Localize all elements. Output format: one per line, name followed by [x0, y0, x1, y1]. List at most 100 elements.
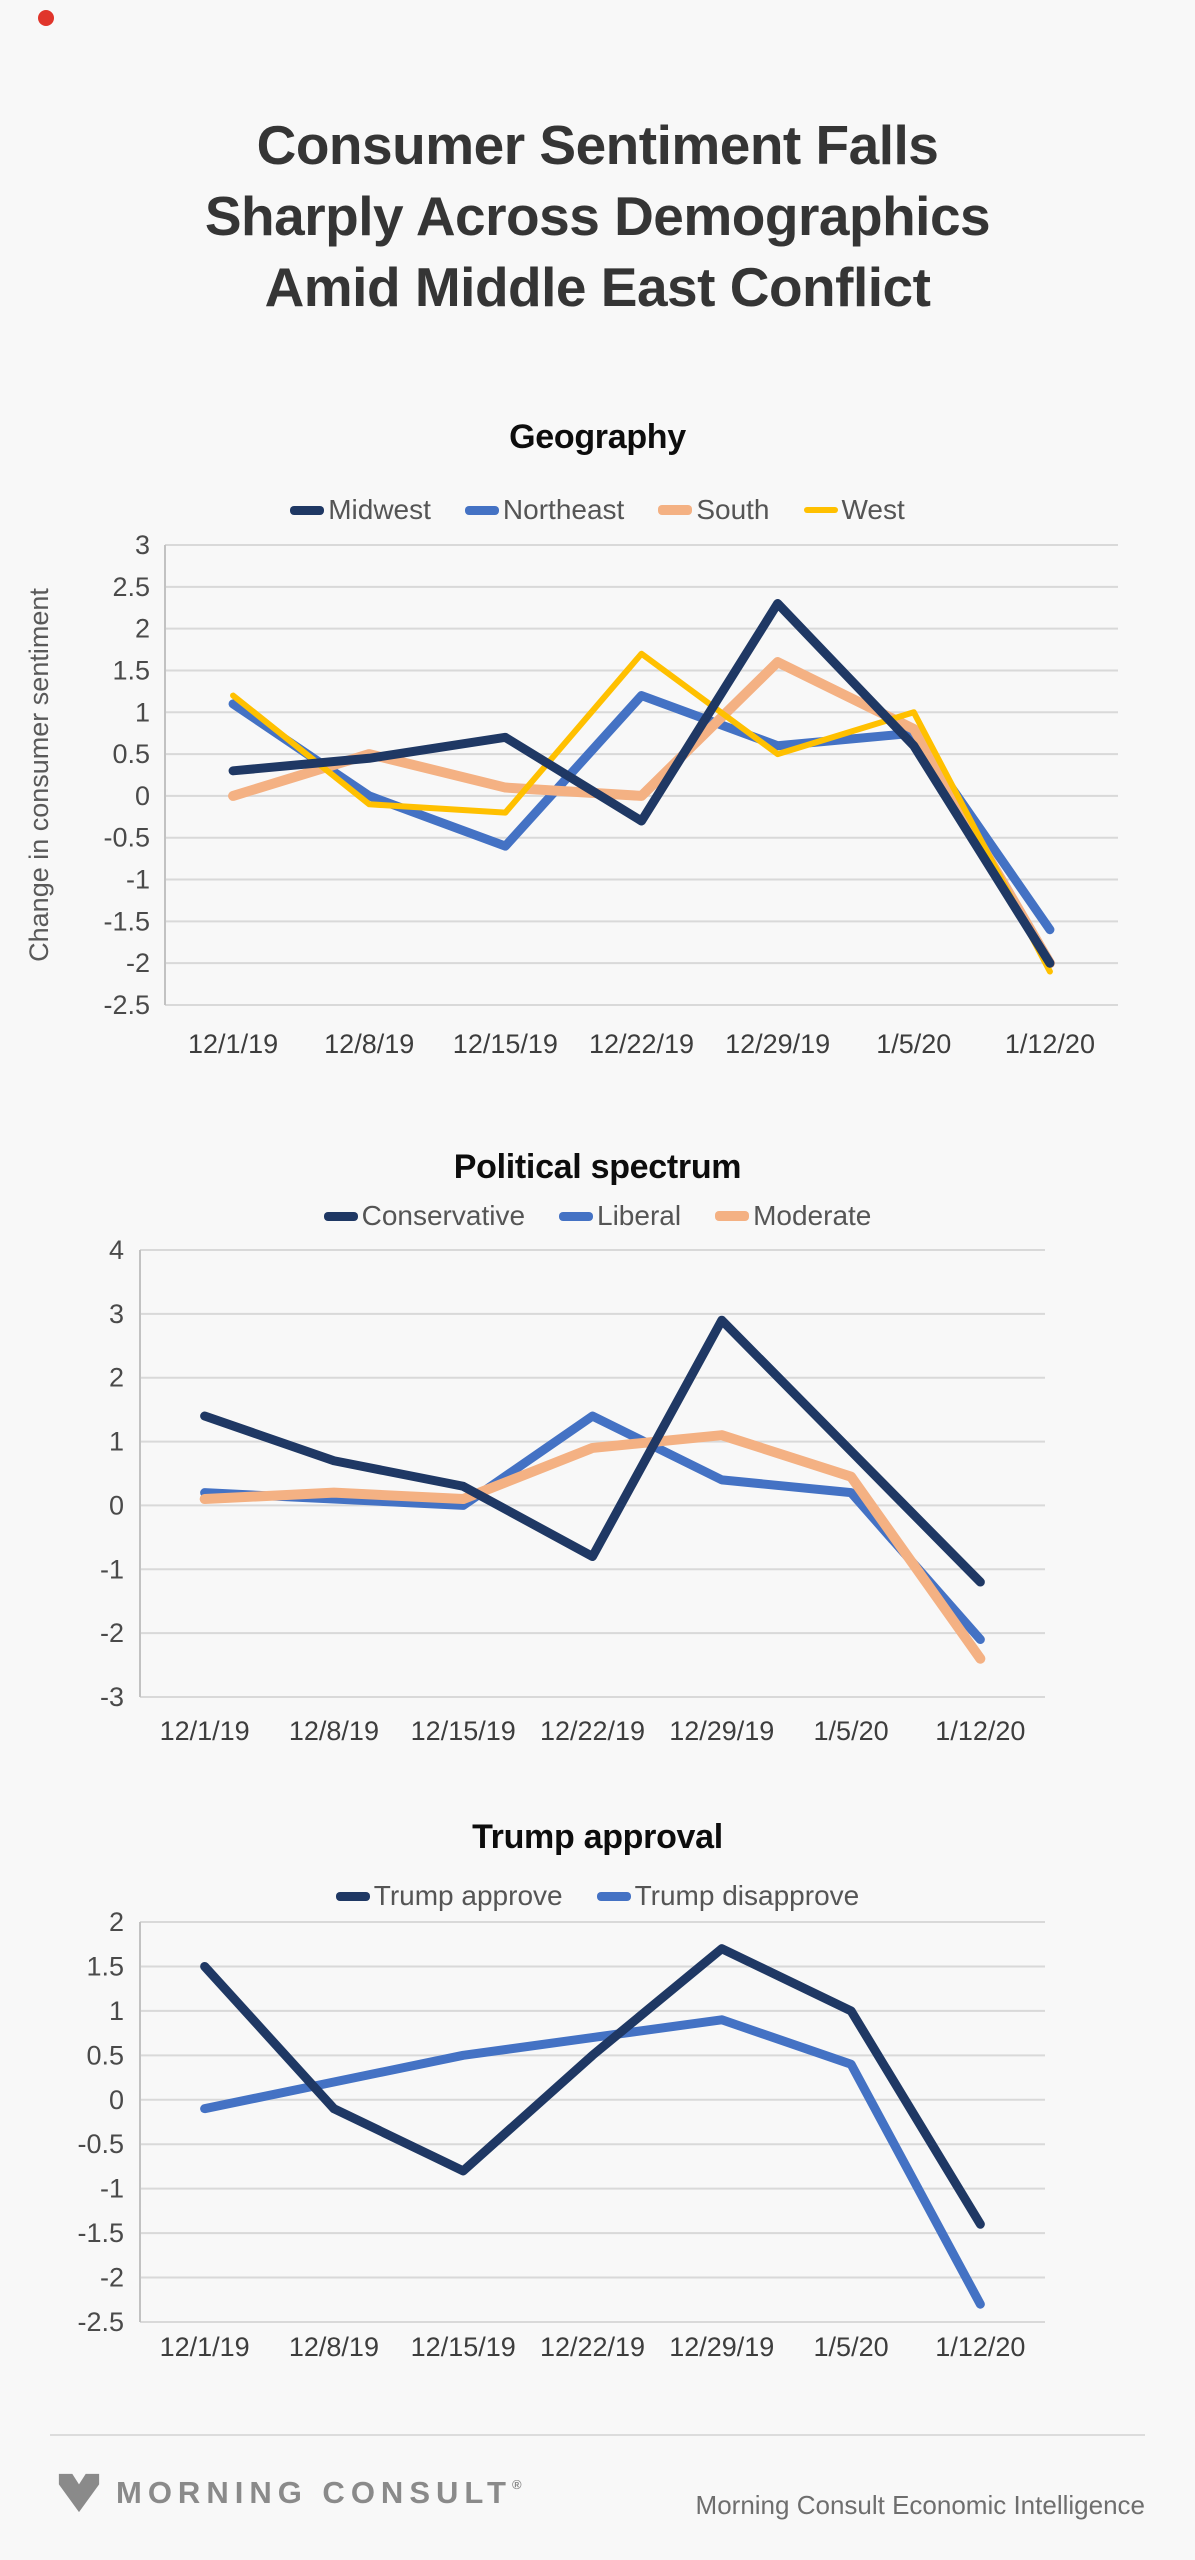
y-tick-label: 0 [109, 1490, 124, 1520]
y-tick-label: 1 [109, 1996, 124, 2026]
legend-label: Moderate [753, 1200, 872, 1231]
legend-item-northeast: Northeast [464, 494, 625, 526]
page-title-line-2: Sharply Across Demographics [204, 185, 991, 247]
legend-label: Liberal [597, 1200, 682, 1231]
legend-swatch [335, 1891, 370, 1901]
x-tick-label: 12/22/19 [540, 2332, 645, 2362]
legend-label: Northeast [502, 494, 625, 525]
x-tick-label: 12/15/19 [453, 1029, 558, 1059]
y-tick-label: 1.5 [86, 1951, 124, 1981]
legend-item-south: South [658, 494, 770, 526]
legend-item-midwest: Midwest [290, 494, 431, 526]
x-tick-label: 12/1/19 [160, 2332, 250, 2362]
legend-label: South [696, 494, 770, 525]
y-tick-label: 0.5 [86, 2040, 124, 2070]
x-tick-label: 12/8/19 [289, 1716, 379, 1746]
x-tick-label: 12/15/19 [411, 2332, 516, 2362]
y-tick-label: 2 [135, 614, 150, 644]
footer-logo-wordmark: MORNING CONSULT® [116, 2470, 528, 2516]
legend-item-trump-approve: Trump approve [335, 1880, 563, 1912]
series-line-trump-disapprove [200, 2015, 985, 2309]
footer-credit: Morning Consult Economic Intelligence [695, 2490, 1145, 2520]
legend-item-trump-disapprove: Trump disapprove [596, 1880, 859, 1912]
x-tick-label: 1/12/20 [935, 1716, 1025, 1746]
series-line-moderate [199, 1430, 986, 1664]
x-tick-label: 12/1/19 [160, 1716, 250, 1746]
x-tick-label: 1/5/20 [814, 1716, 889, 1746]
footer-logo-text: MORNING CONSULT [116, 2475, 512, 2510]
legend-item-conservative: Conservative [323, 1200, 526, 1232]
legend-item-liberal: Liberal [559, 1200, 681, 1232]
y-tick-label: 1 [135, 697, 150, 727]
legend-swatch [658, 505, 693, 515]
y-tick-label: 3 [135, 530, 150, 560]
chart-title-political-spectrum: Political spectrum [453, 1148, 742, 1186]
legend-swatch [803, 507, 838, 513]
legend-swatch [323, 1211, 358, 1221]
legend-label: West [841, 494, 905, 525]
legend-geography: Midwest Northeast South West [0, 494, 1195, 526]
page-title-line-1: Consumer Sentiment Falls [256, 114, 939, 176]
footer-divider [50, 2434, 1145, 2436]
y-tick-label: -0.5 [103, 823, 150, 853]
x-tick-label: 12/29/19 [669, 2332, 774, 2362]
series-line-trump-approve [200, 1944, 985, 2229]
legend-swatch [596, 1891, 631, 1901]
legend-swatch [464, 505, 499, 515]
red-dot [38, 10, 54, 26]
page-title: Consumer Sentiment Falls Sharply Across … [0, 110, 1195, 323]
series-line-west [230, 650, 1053, 975]
legend-item-west: West [803, 494, 905, 526]
series-line-conservative [200, 1315, 985, 1587]
x-tick-label: 12/8/19 [289, 2332, 379, 2362]
chart-canvas-political-spectrum: 4 3 2 1 0 -1 -2 -3 12/1/19 12/8/19 12/15/19 12/22/1… [100, 1235, 1045, 1746]
y-tick-label: -2.5 [103, 990, 150, 1020]
y-tick-label: -2 [126, 948, 150, 978]
x-tick-label: 1/12/20 [935, 2332, 1025, 2362]
y-axis-title: Change in consumer sentiment [24, 588, 54, 962]
chart-canvas-geography: 3 2.5 2 1.5 1 0.5 0 -0.5 -1 -1.5 -2 -2.5 12/1/19 12/8… [24, 530, 1118, 1059]
x-tick-label: 1/12/20 [1005, 1029, 1095, 1059]
registered-trademark-icon: ® [511, 2477, 528, 2492]
y-tick-label: -2 [100, 2263, 124, 2293]
legend-political-spectrum: Conservative Liberal Moderate [0, 1200, 1195, 1232]
y-tick-label: -0.5 [77, 2129, 124, 2159]
page-title-line-3: Amid Middle East Conflict [264, 256, 931, 318]
y-tick-label: -1 [126, 865, 150, 895]
y-tick-label: -3 [100, 1682, 124, 1712]
legend-item-moderate: Moderate [715, 1200, 871, 1232]
footer-logo: MORNING CONSULT® [56, 2470, 528, 2516]
y-tick-label: -1 [100, 1554, 124, 1584]
y-tick-label: 2 [109, 1363, 124, 1393]
y-tick-label: -1.5 [103, 906, 150, 936]
x-tick-label: 1/5/20 [876, 1029, 951, 1059]
legend-label: Trump approve [373, 1880, 563, 1911]
y-tick-label: 3 [109, 1299, 124, 1329]
x-tick-label: 12/22/19 [540, 1716, 645, 1746]
x-tick-label: 12/15/19 [411, 1716, 516, 1746]
chart-canvas-trump-approval: 2 1.5 1 0.5 0 -0.5 -1 -1.5 -2 -2.5 12/1/19 12/8/19 1… [77, 1907, 1045, 2362]
y-tick-label: -1.5 [77, 2218, 124, 2248]
y-tick-label: 1.5 [112, 655, 150, 685]
legend-trump-approval: Trump approve Trump disapprove [0, 1880, 1195, 1912]
morning-consult-logo-icon [58, 2473, 100, 2513]
series-line-liberal [200, 1411, 985, 1645]
legend-label: Midwest [328, 494, 431, 525]
x-tick-label: 12/1/19 [188, 1029, 278, 1059]
y-tick-label: 0 [135, 781, 150, 811]
y-tick-label: 2 [109, 1907, 124, 1937]
x-tick-label: 12/22/19 [589, 1029, 694, 1059]
x-tick-label: 12/29/19 [725, 1029, 830, 1059]
y-tick-label: -2.5 [77, 2307, 124, 2337]
y-tick-label: 1 [109, 1427, 124, 1457]
chart-title-geography: Geography [509, 418, 686, 456]
series-line-midwest [228, 599, 1055, 968]
chart-title-trump-approval: Trump approval [472, 1818, 723, 1856]
y-tick-label: 0 [109, 2085, 124, 2115]
legend-label: Conservative [361, 1200, 526, 1231]
y-tick-label: 2.5 [112, 572, 150, 602]
y-tick-label: 4 [109, 1235, 124, 1265]
y-tick-label: -1 [100, 2174, 124, 2204]
x-tick-label: 1/5/20 [814, 2332, 889, 2362]
